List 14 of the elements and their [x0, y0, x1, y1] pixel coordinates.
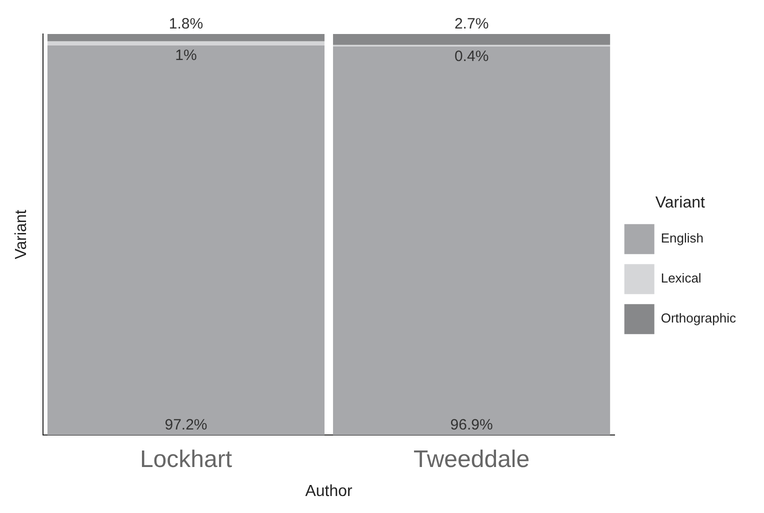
data-label: 97.2% — [164, 416, 208, 434]
legend-label: Lexical — [660, 270, 702, 286]
data-label: 1% — [175, 46, 197, 64]
x-tick-label: Tweeddale — [414, 446, 530, 474]
x-axis-title: Author — [305, 482, 354, 500]
data-label: 1.8% — [168, 16, 204, 33]
legend-label: Orthographic — [660, 310, 736, 326]
legend-label: English — [660, 230, 704, 246]
y-axis-title: Variant — [13, 209, 30, 260]
data-label: 0.4% — [454, 48, 489, 66]
x-tick-label: Lockhart — [140, 446, 232, 474]
data-label: 2.7% — [454, 16, 489, 33]
data-label: 96.9% — [450, 416, 493, 434]
legend-title: Variant — [655, 194, 706, 212]
